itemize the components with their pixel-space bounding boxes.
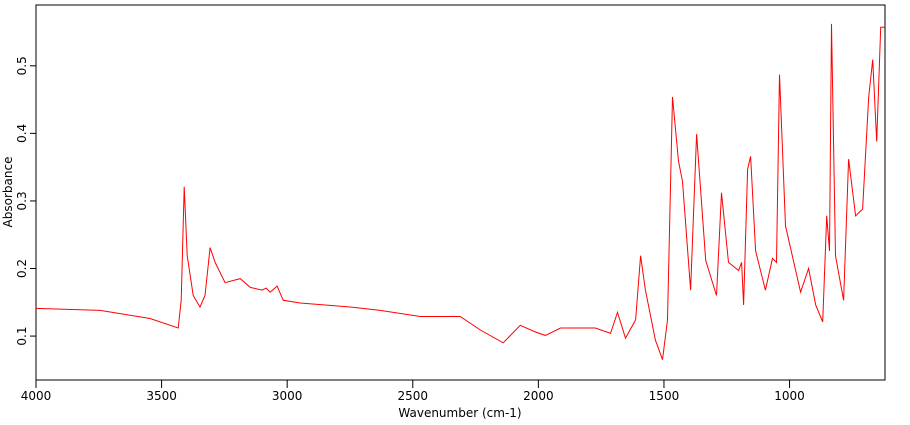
y-tick-label: 0.2 <box>15 259 29 278</box>
y-tick-label: 0.5 <box>15 56 29 75</box>
x-tick-label: 2500 <box>398 389 429 403</box>
y-tick-label: 0.3 <box>15 191 29 210</box>
y-axis-label: Absorbance <box>1 157 15 228</box>
x-tick-label: 1000 <box>774 389 805 403</box>
x-tick-label: 1500 <box>649 389 680 403</box>
x-tick-label: 3500 <box>146 389 177 403</box>
spectrum-line <box>35 23 885 360</box>
x-tick-label: 3000 <box>272 389 303 403</box>
x-tick-label: 4000 <box>21 389 52 403</box>
plot-frame <box>35 4 886 381</box>
y-tick-label: 0.1 <box>15 327 29 346</box>
y-tick-label: 0.4 <box>15 124 29 143</box>
x-tick-label: 2000 <box>523 389 554 403</box>
x-axis-label: Wavenumber (cm-1) <box>398 406 521 420</box>
